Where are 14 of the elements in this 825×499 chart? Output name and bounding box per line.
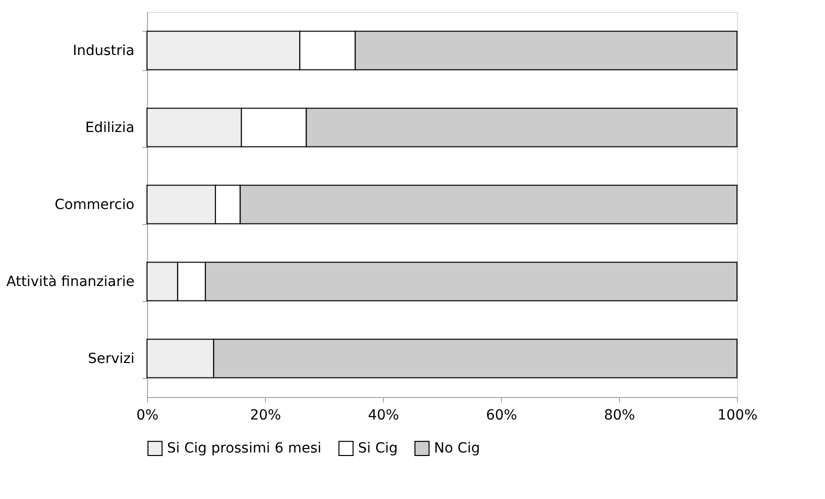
x-tick-label: 40%	[368, 408, 400, 424]
x-tick-label: 60%	[486, 408, 518, 424]
x-tick-label: 80%	[604, 408, 636, 424]
legend-label: Si Cig	[358, 440, 398, 456]
legend-label: No Cig	[434, 440, 480, 456]
x-tick-label: 20%	[250, 408, 282, 424]
y-tick-label: Industria	[72, 43, 134, 59]
legend-label: Si Cig prossimi 6 mesi	[167, 440, 322, 456]
y-tick-label: Attività finanziarie	[6, 274, 134, 290]
x-tick-label: 0%	[136, 408, 159, 424]
y-tick-label: Servizi	[88, 351, 134, 367]
y-tick-label: Edilizia	[85, 120, 134, 136]
x-tick-label: 100%	[717, 408, 758, 424]
y-tick-label: Commercio	[54, 197, 134, 213]
